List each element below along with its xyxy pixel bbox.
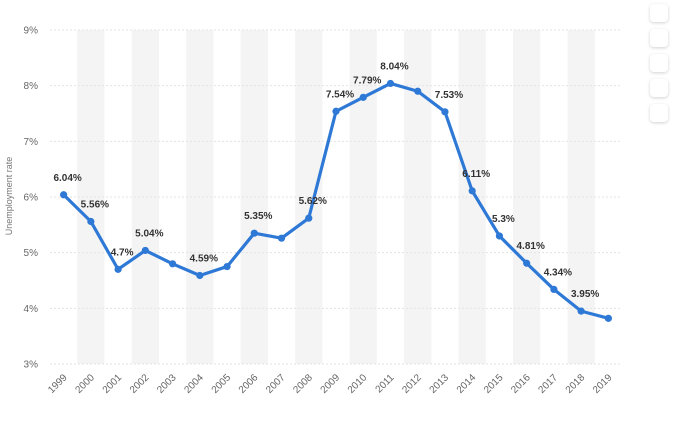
x-tick-label: 2019 xyxy=(591,372,615,396)
x-tick-label: 2013 xyxy=(428,372,452,396)
data-point xyxy=(495,232,504,240)
settings-icon[interactable] xyxy=(650,54,668,72)
data-point xyxy=(305,214,313,222)
y-axis-label: Unemployment rate xyxy=(4,157,14,236)
y-tick-label: 3% xyxy=(24,360,39,371)
data-label: 7.53% xyxy=(435,90,463,101)
y-tick-label: 6% xyxy=(24,193,39,204)
x-tick-label: 2002 xyxy=(128,372,152,396)
x-tick-label: 2015 xyxy=(482,372,506,396)
data-label: 4.81% xyxy=(516,241,544,252)
y-tick-label: 9% xyxy=(24,26,39,37)
data-labels: 6.04% 5.56% 4.7%5.04% 4.59% 5.35% 5.62% 7.54% 7… xyxy=(53,61,599,300)
x-tick-label: 2010 xyxy=(346,372,370,396)
data-point xyxy=(386,79,395,88)
x-tick-label: 2016 xyxy=(509,372,533,396)
data-label: 5.04% xyxy=(135,228,163,239)
data-point xyxy=(196,271,204,280)
data-label: 5.3% xyxy=(492,214,515,225)
data-label: 5.62% xyxy=(299,196,327,207)
data-point xyxy=(468,187,476,195)
data-point xyxy=(523,259,531,267)
data-label: 8.04% xyxy=(380,61,408,72)
data-label: 4.34% xyxy=(544,267,572,278)
x-tick-label: 2003 xyxy=(155,372,179,396)
y-tick-label: 5% xyxy=(24,248,39,259)
data-point xyxy=(141,246,149,255)
x-tick-label: 2018 xyxy=(564,372,588,396)
data-point xyxy=(577,307,585,315)
x-tick-label: 2017 xyxy=(537,372,561,396)
favorite-icon[interactable] xyxy=(650,4,668,22)
x-tick-label: 2000 xyxy=(73,372,97,396)
x-tick-label: 2007 xyxy=(264,372,288,396)
data-label: 7.79% xyxy=(353,75,381,86)
data-label: 7.54% xyxy=(326,89,354,100)
data-label: 3.95% xyxy=(571,289,599,300)
x-tick-label: 2009 xyxy=(319,372,343,396)
print-icon[interactable] xyxy=(650,104,668,122)
data-point xyxy=(223,262,231,271)
data-point xyxy=(168,260,177,268)
data-label: 6.11% xyxy=(462,169,490,180)
y-axis-ticks: 3% 4% 5% 6% 7% 8% 9% xyxy=(24,26,39,371)
notification-icon[interactable] xyxy=(650,29,668,47)
data-point xyxy=(60,191,68,199)
data-label: 6.04% xyxy=(53,173,81,184)
data-point xyxy=(359,93,367,101)
x-tick-label: 2001 xyxy=(101,372,125,396)
y-tick-label: 7% xyxy=(24,137,39,148)
data-point xyxy=(550,285,558,294)
x-tick-label: 2005 xyxy=(210,372,234,396)
data-label: 4.7% xyxy=(111,247,134,258)
x-axis-ticks: 1999 2000 2001 2002 2003 2004 2005 2006 2007 2008… xyxy=(46,372,615,396)
data-point xyxy=(604,314,612,322)
data-point xyxy=(414,87,422,95)
data-point xyxy=(87,217,95,226)
share-icon[interactable] xyxy=(650,79,668,97)
y-tick-label: 4% xyxy=(24,304,39,315)
data-point xyxy=(277,234,286,242)
x-tick-label: 2006 xyxy=(237,372,261,396)
x-tick-label: 2014 xyxy=(455,372,479,396)
gridlines xyxy=(50,29,622,365)
x-tick-label: 2008 xyxy=(291,372,315,396)
data-label: 5.56% xyxy=(81,199,109,210)
x-tick-label: 2012 xyxy=(400,372,424,396)
data-label: 5.35% xyxy=(244,211,272,222)
data-point xyxy=(441,108,449,116)
x-tick-label: 2011 xyxy=(374,372,397,395)
data-point xyxy=(250,229,258,237)
data-point xyxy=(114,265,122,273)
data-label: 4.59% xyxy=(190,253,218,264)
y-tick-label: 8% xyxy=(24,81,39,92)
x-tick-label: 1999 xyxy=(46,372,70,396)
x-tick-label: 2004 xyxy=(182,372,206,396)
data-point xyxy=(332,107,340,115)
data-points xyxy=(60,79,612,322)
